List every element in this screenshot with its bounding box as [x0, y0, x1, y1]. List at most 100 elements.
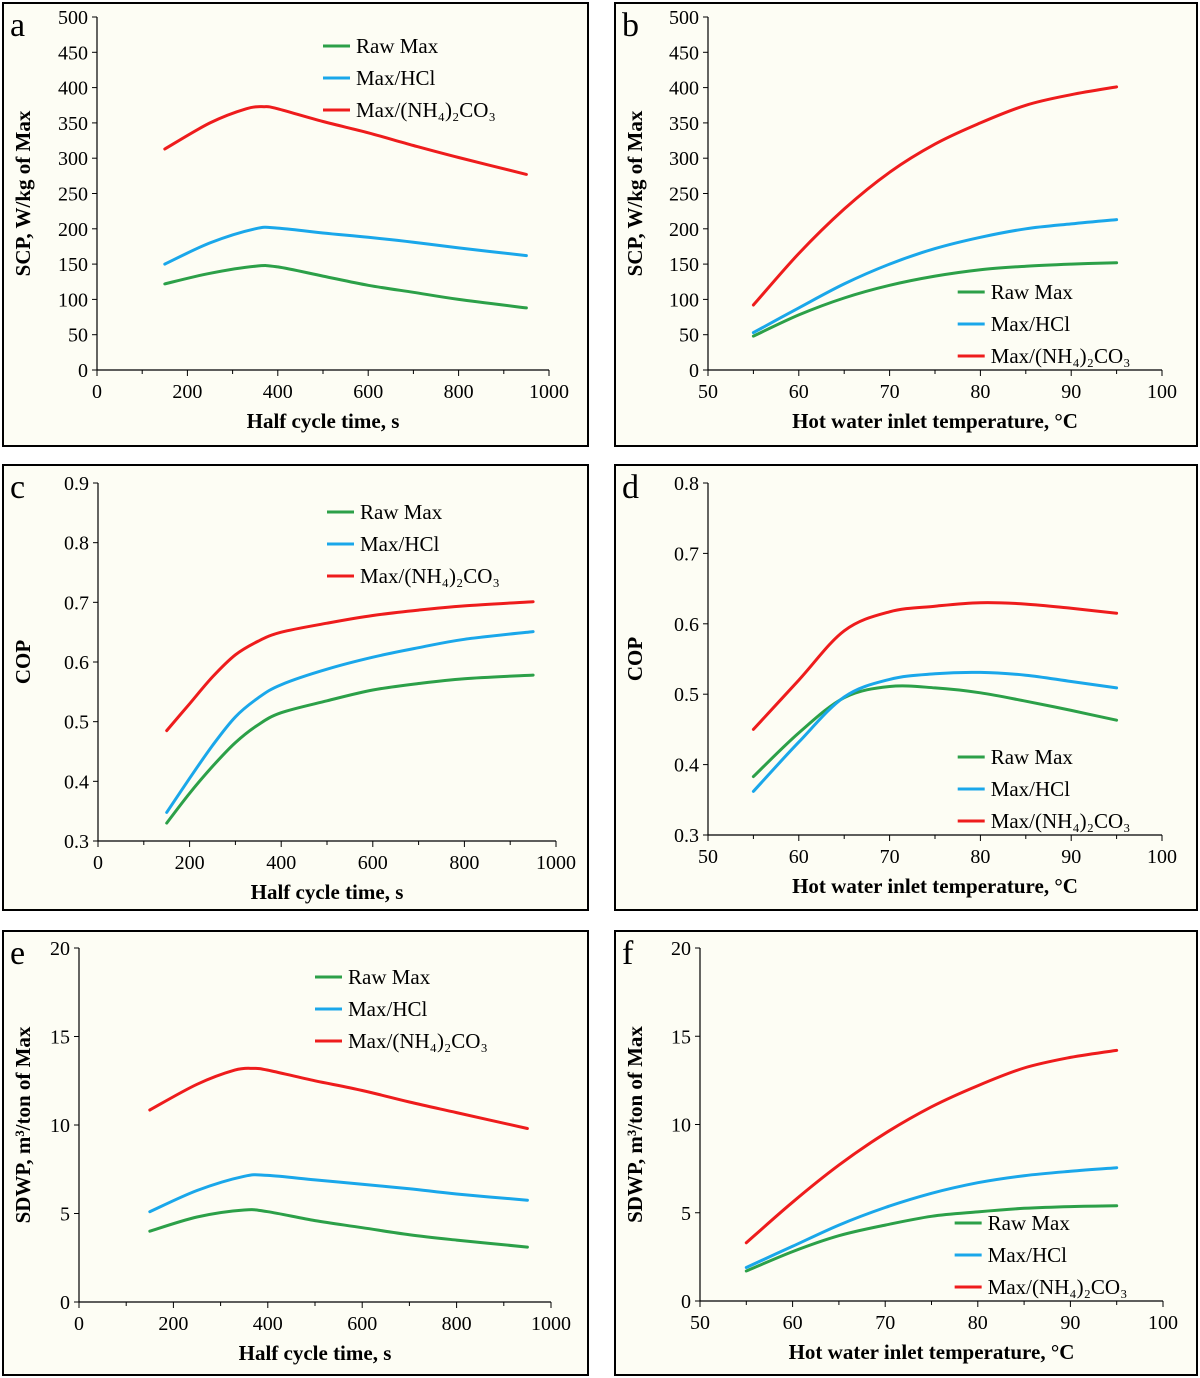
- y-tick-label: 50: [679, 325, 699, 347]
- series-line-raw: [165, 673, 535, 825]
- series-line-raw: [744, 1204, 1119, 1273]
- axes-frame: [707, 483, 1162, 836]
- series-line-hcl: [148, 1173, 529, 1214]
- y-tick-label: 0.4: [64, 771, 89, 793]
- y-tick-label: 0.8: [674, 473, 699, 495]
- y-tick-label: 300: [58, 148, 88, 170]
- y-tick-label: 450: [669, 42, 699, 64]
- axes-frame: [96, 17, 549, 371]
- x-tick-label: 0: [74, 1313, 84, 1335]
- y-tick-label: 500: [58, 7, 88, 29]
- axes-frame: [78, 948, 551, 1303]
- y-tick-label: 500: [669, 7, 699, 29]
- axes-frame: [699, 948, 1163, 1302]
- x-tick-label: 0: [92, 381, 102, 403]
- x-tick-label: 60: [783, 1312, 803, 1334]
- series-line-hcl: [165, 630, 535, 814]
- x-tick-label: 80: [970, 846, 990, 868]
- y-tick-label: 0: [689, 360, 699, 382]
- panel-letter: e: [10, 935, 25, 972]
- x-axis-title: Hot water inlet temperature, °C: [792, 409, 1078, 433]
- series-line-nh4: [751, 601, 1119, 731]
- legend-label: Max/(NH₄)₂CO₃: [348, 1029, 488, 1053]
- panel-letter: d: [622, 469, 639, 506]
- x-tick-label: 70: [880, 381, 900, 403]
- y-axis-title: SCP, W/kg of Max: [623, 110, 647, 276]
- y-tick-label: 10: [50, 1115, 70, 1137]
- chart-svg-a: 0 50 100 150 200 250 300 350 400 450 500 0 200 400 600…: [10, 7, 569, 433]
- legend-label: Max/HCl: [360, 532, 440, 556]
- series-line-nh4: [165, 600, 535, 733]
- legend-label: Max/HCl: [356, 66, 436, 90]
- y-tick-label: 300: [669, 148, 699, 170]
- y-tick-label: 150: [669, 254, 699, 276]
- legend-label: Max/HCl: [991, 312, 1070, 336]
- x-axis-title: Half cycle time, s: [247, 409, 400, 433]
- y-axis-title: SDWP, m³/ton of Max: [623, 1026, 647, 1223]
- series-line-hcl: [744, 1166, 1119, 1269]
- x-axis-title: Half cycle time, s: [239, 1341, 392, 1365]
- legend-label: Raw Max: [348, 965, 431, 989]
- y-tick-label: 150: [58, 254, 88, 276]
- y-tick-label: 0.3: [64, 831, 89, 853]
- y-tick-label: 15: [671, 1026, 691, 1048]
- y-tick-label: 0: [60, 1292, 70, 1314]
- y-tick-label: 350: [669, 113, 699, 135]
- series-line-nh4: [148, 1066, 529, 1130]
- chart-panel-a: 0 50 100 150 200 250 300 350 400 450 500 0 200 400 600…: [2, 2, 589, 447]
- x-tick-label: 200: [172, 381, 202, 403]
- y-tick-label: 0.4: [674, 755, 699, 777]
- x-tick-label: 50: [698, 381, 718, 403]
- chart-panel-e: 0 5 10 15 20 0 200 400 600 800 1000 Half cycle time…: [2, 930, 589, 1376]
- y-tick-label: 0.5: [674, 684, 699, 706]
- x-axis-title: Hot water inlet temperature, °C: [792, 874, 1078, 898]
- panel-letter: c: [10, 469, 25, 506]
- x-tick-label: 800: [444, 381, 474, 403]
- y-tick-label: 350: [58, 113, 88, 135]
- series-line-nh4: [163, 105, 528, 176]
- y-tick-label: 0.6: [64, 652, 89, 674]
- chart-panel-d: 0.3 0.4 0.5 0.6 0.7 0.8 50 60 70 80 90 100 Hot water…: [614, 464, 1198, 911]
- series-line-nh4: [744, 1048, 1119, 1245]
- y-tick-label: 0.3: [674, 825, 699, 847]
- y-axis-title: COP: [11, 640, 35, 685]
- y-tick-label: 0: [681, 1291, 691, 1313]
- y-tick-label: 200: [58, 219, 88, 241]
- y-tick-label: 0.7: [674, 543, 699, 565]
- legend-label: Raw Max: [356, 34, 439, 58]
- x-tick-label: 90: [1060, 1312, 1080, 1334]
- x-tick-label: 70: [880, 846, 900, 868]
- axes-frame: [707, 17, 1162, 371]
- y-tick-label: 100: [58, 289, 88, 311]
- series-line-hcl: [751, 670, 1119, 793]
- legend-label: Max/(NH₄)₂CO₃: [360, 564, 500, 588]
- x-tick-label: 600: [347, 1313, 377, 1335]
- panel-letter: b: [622, 7, 639, 44]
- chart-panel-b: 0 50 100 150 200 250 300 350 400 450 500 50 60 70 80 90…: [614, 2, 1198, 447]
- y-axis-title: SDWP, m³/ton of Max: [11, 1026, 35, 1223]
- y-tick-label: 5: [681, 1203, 691, 1225]
- y-tick-label: 400: [669, 78, 699, 100]
- chart-svg-d: 0.3 0.4 0.5 0.6 0.7 0.8 50 60 70 80 90 100 Hot water…: [622, 469, 1177, 898]
- panel-letter: a: [10, 7, 25, 44]
- x-tick-label: 90: [1061, 846, 1081, 868]
- legend-label: Max/HCl: [991, 777, 1070, 801]
- x-tick-label: 1000: [529, 381, 569, 403]
- series-line-hcl: [751, 218, 1119, 335]
- x-tick-label: 50: [698, 846, 718, 868]
- chart-svg-f: 0 5 10 15 20 50 60 70 80 90 100 Hot water inlet tem…: [622, 935, 1178, 1364]
- legend-label: Max/HCl: [988, 1243, 1068, 1267]
- y-axis-title: SCP, W/kg of Max: [11, 110, 35, 276]
- series-line-raw: [148, 1208, 529, 1249]
- y-axis-title: COP: [623, 637, 647, 682]
- x-axis-title: Half cycle time, s: [251, 880, 404, 904]
- x-tick-label: 0: [93, 852, 103, 874]
- y-tick-label: 100: [669, 289, 699, 311]
- legend-label: Raw Max: [360, 500, 443, 524]
- y-tick-label: 200: [669, 219, 699, 241]
- chart-svg-c: 0.3 0.4 0.5 0.6 0.7 0.8 0.9 0 200 400 600 800 1000 Ha…: [10, 469, 576, 904]
- x-tick-label: 100: [1148, 1312, 1178, 1334]
- x-tick-label: 200: [175, 852, 205, 874]
- y-tick-label: 15: [50, 1027, 70, 1049]
